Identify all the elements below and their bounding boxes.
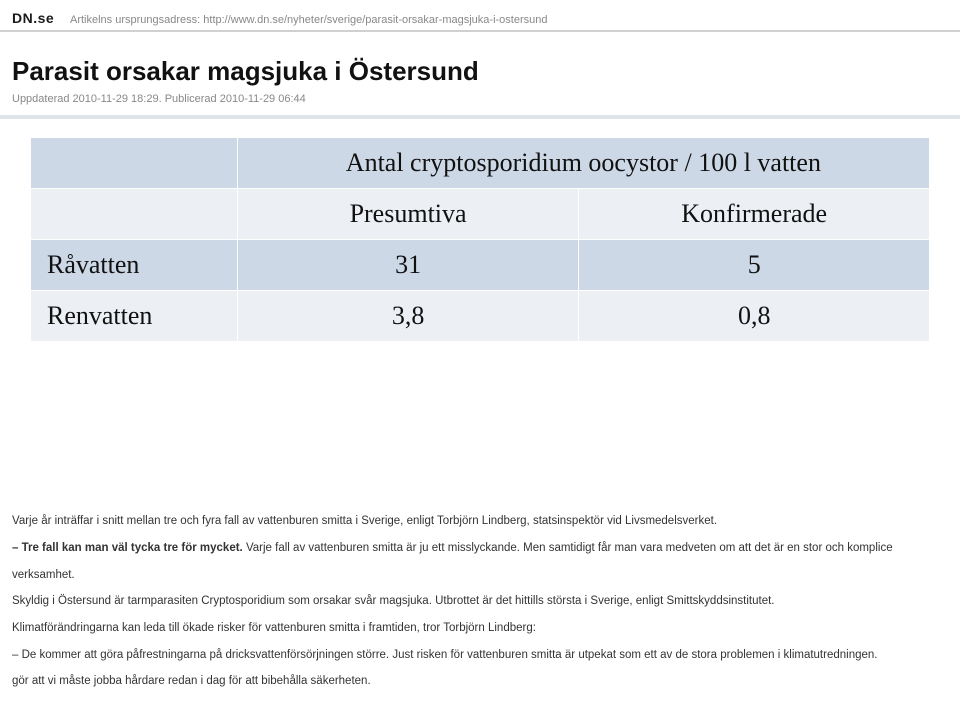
url-prefix: Artikelns ursprungsadress: [70,14,203,26]
col-header-konfirmerade: Konfirmerade [579,189,930,240]
site-logo: DN.se [12,10,60,26]
body-paragraph: Skyldig i Östersund är tarmparasiten Cry… [12,593,960,610]
table-header-row: Presumtiva Konfirmerade [31,189,930,240]
body-quote-rest: Varje fall av vattenburen smitta är ju e… [243,542,893,554]
cell-ravatten-konfirmerade: 5 [579,240,930,291]
cell-ravatten-presumtiva: 31 [237,240,579,291]
top-bar: DN.se Artikelns ursprungsadress: http://… [0,10,960,32]
publication-line: Uppdaterad 2010-11-29 18:29. Publicerad … [0,93,960,119]
body-quote-bold: – Tre fall kan man väl tycka tre för myc… [12,542,243,554]
table-row: Råvatten 31 5 [31,240,930,291]
body-paragraph: – Tre fall kan man väl tycka tre för myc… [12,540,960,557]
data-table: Antal cryptosporidium oocystor / 100 l v… [30,137,930,342]
body-paragraph: Klimatförändringarna kan leda till ökade… [12,620,960,637]
source-url[interactable]: http://www.dn.se/nyheter/sverige/parasit… [203,14,547,26]
cell-renvatten-konfirmerade: 0,8 [579,291,930,342]
cell-renvatten-presumtiva: 3,8 [237,291,579,342]
body-paragraph: – De kommer att göra påfrestningarna på … [12,647,960,664]
table-title-row: Antal cryptosporidium oocystor / 100 l v… [31,138,930,189]
row-label-renvatten: Renvatten [31,291,238,342]
body-paragraph: Varje år inträffar i snitt mellan tre oc… [12,513,960,530]
article-body: Varje år inträffar i snitt mellan tre oc… [12,509,960,700]
source-url-line: Artikelns ursprungsadress: http://www.dn… [70,14,547,26]
oocyst-table: Antal cryptosporidium oocystor / 100 l v… [30,137,930,342]
body-paragraph: gör att vi måste jobba hårdare redan i d… [12,673,960,690]
body-paragraph: verksamhet. [12,567,960,584]
table-blank-cell [31,189,238,240]
article-headline: Parasit orsakar magsjuka i Östersund [0,32,960,93]
table-blank-cell [31,138,238,189]
table-title: Antal cryptosporidium oocystor / 100 l v… [237,138,929,189]
row-label-ravatten: Råvatten [31,240,238,291]
table-row: Renvatten 3,8 0,8 [31,291,930,342]
col-header-presumtiva: Presumtiva [237,189,579,240]
